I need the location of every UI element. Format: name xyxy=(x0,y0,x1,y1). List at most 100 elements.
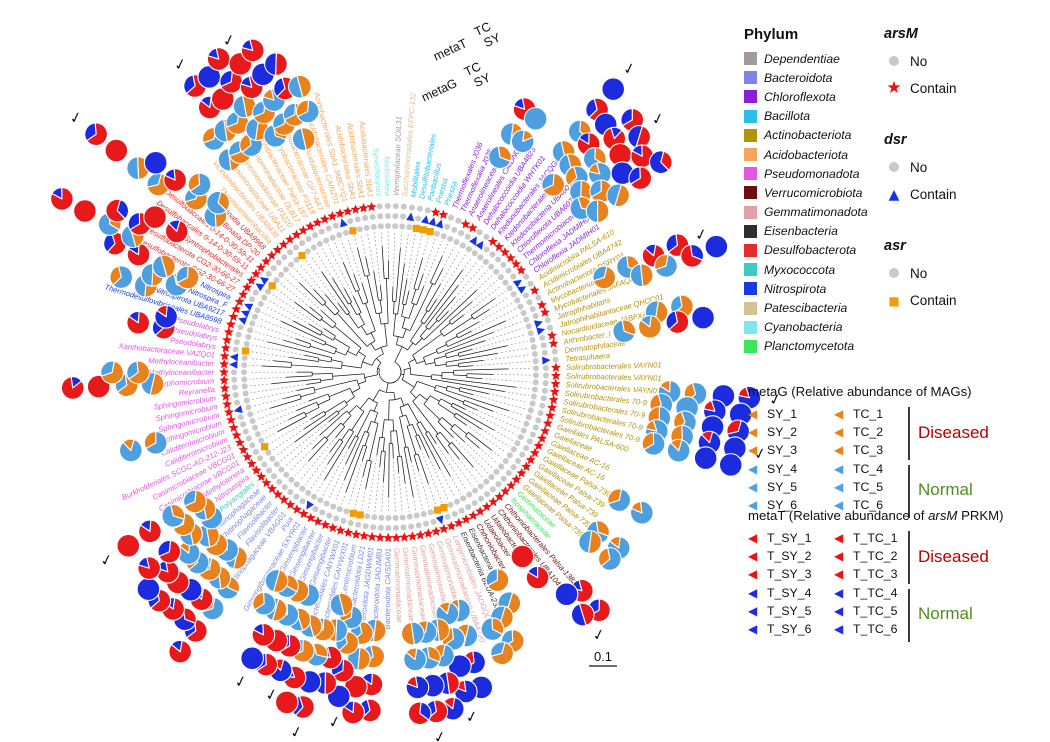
asr-square-icon xyxy=(412,224,420,232)
asr-no-dot xyxy=(466,491,473,498)
abundance-pie xyxy=(100,360,124,385)
arsm-star-icon xyxy=(219,375,230,385)
asr-no-dot xyxy=(399,514,406,521)
asr-no-dot xyxy=(532,372,539,379)
abundance-pie xyxy=(587,162,612,186)
phylum-legend-item: Planctomycetota xyxy=(744,337,894,356)
abundance-pie xyxy=(187,172,212,197)
abundance-pie xyxy=(329,592,354,617)
phylum-legend-items: Dependentiae Bacteroidota Chloroflexota Bac… xyxy=(744,49,894,356)
dsr-triangle-icon xyxy=(233,405,243,413)
ring-label-tc: TC xyxy=(472,19,493,39)
asr-no-dot xyxy=(317,497,324,504)
phylum-name-label: Nitrospirota xyxy=(764,281,827,296)
dsr-no-dot xyxy=(529,431,536,438)
asr-no-dot xyxy=(447,235,454,242)
arsm-star-icon xyxy=(438,523,449,534)
abundance-pie xyxy=(109,265,134,289)
left-triangle-icon: ◀ xyxy=(834,567,844,582)
abundance-pie xyxy=(570,602,595,627)
arsm-no-dot xyxy=(476,229,483,236)
asr-no-dot xyxy=(278,466,285,473)
arsm-star-icon xyxy=(488,496,499,507)
sample-label: T_TC_3 xyxy=(853,567,898,582)
abundance-pie xyxy=(116,533,141,558)
ring-label-tc: TC xyxy=(462,59,483,79)
abundance-pie xyxy=(718,453,743,477)
dsr-no-dot xyxy=(532,424,539,431)
asr-no-dot xyxy=(249,418,256,425)
asr-no-dot xyxy=(258,437,265,444)
dsr-no-dot xyxy=(392,213,399,220)
phylum-name-label: Cyanobacteria xyxy=(764,320,843,335)
phylum-name-label: Verrucomicrobiota xyxy=(764,185,863,200)
abundance-pie xyxy=(206,47,231,71)
abundance-pie xyxy=(666,438,691,463)
asr-no-dot xyxy=(459,242,466,249)
left-triangle-icon: ◀ xyxy=(834,585,844,600)
arsm-star-icon xyxy=(468,510,479,520)
metat-sample-item: ◀ T_SY_4 xyxy=(748,584,811,602)
dsr-no-dot xyxy=(299,498,306,505)
asr-no-dot xyxy=(532,358,539,365)
metat-sample-item: ◀ T_TC_1 xyxy=(834,529,897,547)
checkmark-icon: ✓ xyxy=(464,707,480,727)
arsm-star-icon xyxy=(320,519,331,530)
arsm-star-icon xyxy=(481,501,492,512)
abundance-pie xyxy=(164,219,189,244)
dsr-no-dot xyxy=(539,334,546,341)
arsm-star-icon xyxy=(549,386,560,397)
arsm-no-dot xyxy=(447,214,454,221)
phylum-legend-item: Patescibacteria xyxy=(744,298,894,317)
asr-no-dot xyxy=(336,506,343,513)
arsm-no-dot xyxy=(392,203,399,210)
dsr-no-dot xyxy=(400,213,407,220)
phylum-name-label: Myxococcota xyxy=(764,262,836,277)
checkmark-icon: ✓ xyxy=(68,108,84,128)
asr-square-icon xyxy=(241,347,250,355)
sample-label: T_SY_1 xyxy=(767,531,812,546)
asr-square-icon xyxy=(260,443,269,451)
phylum-color-swatch xyxy=(744,243,757,257)
dsr-no-dot xyxy=(249,296,256,303)
dsr-no-dot xyxy=(537,410,544,417)
dsr-no-dot xyxy=(430,518,437,525)
dsr-no-dot xyxy=(408,523,415,530)
arsm-star-icon xyxy=(467,222,478,233)
dsr-no-dot xyxy=(385,524,392,531)
abundance-pie xyxy=(523,106,548,131)
abundance-pie xyxy=(161,504,186,528)
dsr-no-dot xyxy=(232,391,239,398)
phylum-name-label: Planctomycetota xyxy=(764,339,855,354)
arsm-star-icon xyxy=(246,458,257,468)
asr-square-icon xyxy=(419,226,427,234)
dsr-no-dot xyxy=(235,331,242,338)
arsm-no-dot xyxy=(544,317,551,324)
arsm-star-icon xyxy=(399,532,410,542)
asr-no-dot xyxy=(249,320,256,327)
arsm-star-icon xyxy=(506,480,516,490)
dsr-no-item: No xyxy=(884,154,1014,181)
arsm-star-icon xyxy=(521,461,532,471)
taxon-label: Vermiphilaceae SOIL31 xyxy=(392,116,404,196)
asr-no-dot xyxy=(493,468,500,475)
sample-label: SY_1 xyxy=(767,407,798,422)
group-bracket xyxy=(908,465,910,518)
dsr-no-dot xyxy=(540,342,547,349)
dsr-no-dot xyxy=(287,249,294,256)
dsr-no-dot xyxy=(541,349,548,356)
ring-label-gene: metaG xyxy=(419,76,459,105)
arsm-star-icon xyxy=(228,422,239,432)
dsr-no-dot xyxy=(484,491,491,498)
dsr-no-dot xyxy=(270,265,277,272)
arsm-star-icon xyxy=(327,211,338,221)
checkmark-icon: ✓ xyxy=(621,59,637,79)
arsm-star-icon xyxy=(231,304,242,314)
arsm-star-icon xyxy=(222,334,232,345)
dsr-triangle-icon xyxy=(542,356,551,365)
phylum-color-swatch xyxy=(744,205,757,219)
checkmark-icon: ✓ xyxy=(327,712,343,732)
arsm-star-icon xyxy=(242,451,253,462)
checkmark-icon: ✓ xyxy=(288,722,304,742)
arsm-star-icon xyxy=(238,289,249,299)
